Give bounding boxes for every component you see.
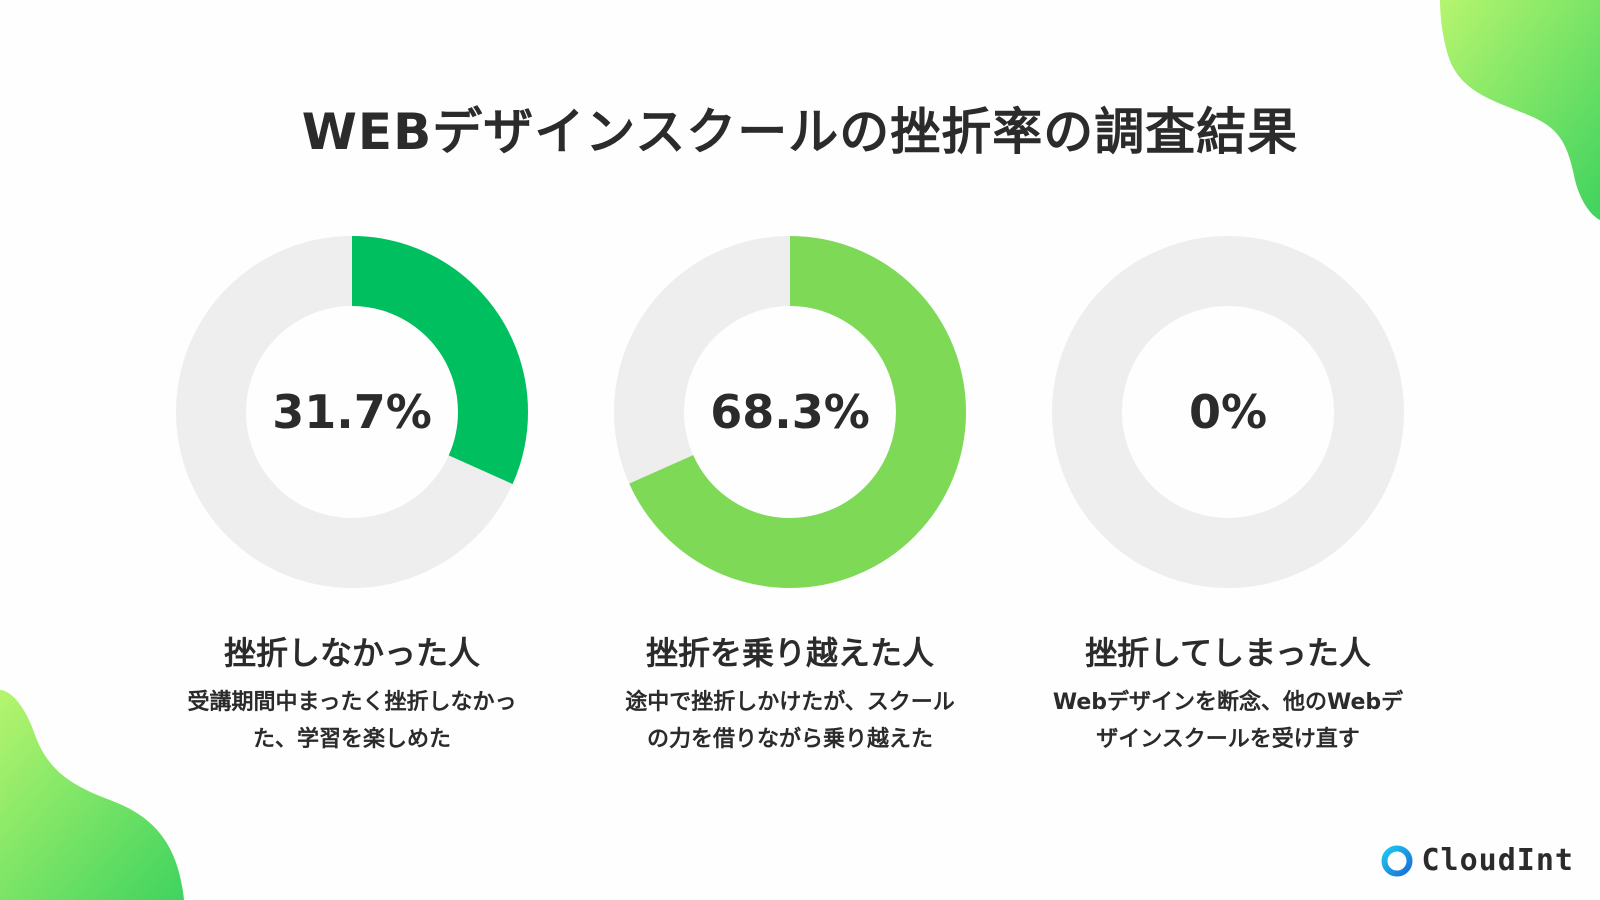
cloudint-ring-icon xyxy=(1381,845,1412,876)
donut-track xyxy=(1052,236,1404,588)
description-line: 途中で挫折しかけたが、スクール xyxy=(625,690,955,715)
donut-chart-no-dropout: 31.7% xyxy=(172,232,532,592)
donut-svg xyxy=(1052,236,1404,588)
value-label: 68.3% xyxy=(710,385,870,439)
donut-slice xyxy=(614,236,966,588)
donut-svg xyxy=(614,236,966,588)
category-description: 受講期間中まったく挫折しなかっ た、学習を楽しめた xyxy=(162,684,542,758)
result-panel-overcame: 68.3% 挫折を乗り越えた人 途中で挫折しかけたが、スクール の力を借りながら… xyxy=(570,232,1010,758)
value-label: 31.7% xyxy=(272,385,432,439)
category-label: 挫折しなかった人 xyxy=(223,634,480,672)
category-description: Webデザインを断念、他のWebデ ザインスクールを受け直す xyxy=(1038,684,1418,758)
donut-chart-overcame: 68.3% xyxy=(610,232,970,592)
description-line: の力を借りながら乗り越えた xyxy=(646,727,933,752)
description-line: ザインスクールを受け直す xyxy=(1096,727,1360,752)
description-line: た、学習を楽しめた xyxy=(252,727,451,752)
description-line: 受講期間中まったく挫折しなかっ xyxy=(187,690,517,715)
brand-logo: CloudInt xyxy=(1380,843,1575,878)
category-description: 途中で挫折しかけたが、スクール の力を借りながら乗り越えた xyxy=(600,684,980,758)
brand-name: CloudInt xyxy=(1421,843,1574,878)
page-title: WEBデザインスクールの挫折率の調査結果 xyxy=(301,103,1299,161)
donut-slice xyxy=(176,236,528,588)
donut-svg xyxy=(176,236,528,588)
category-label: 挫折してしまった人 xyxy=(1085,634,1371,672)
description-line: Webデザインを断念、他のWebデ xyxy=(1052,690,1404,715)
result-panel-dropped-out: 0% 挫折してしまった人 Webデザインを断念、他のWebデ ザインスクールを受… xyxy=(1008,232,1448,758)
category-label: 挫折を乗り越えた人 xyxy=(645,634,934,672)
decorative-blob-bottom-left xyxy=(0,690,184,900)
decorative-blob-top-right xyxy=(1440,0,1600,220)
value-label: 0% xyxy=(1188,385,1268,439)
result-panel-no-dropout: 31.7% 挫折しなかった人 受講期間中まったく挫折しなかっ た、学習を楽しめた xyxy=(132,232,572,758)
donut-chart-dropped-out: 0% xyxy=(1048,232,1408,592)
